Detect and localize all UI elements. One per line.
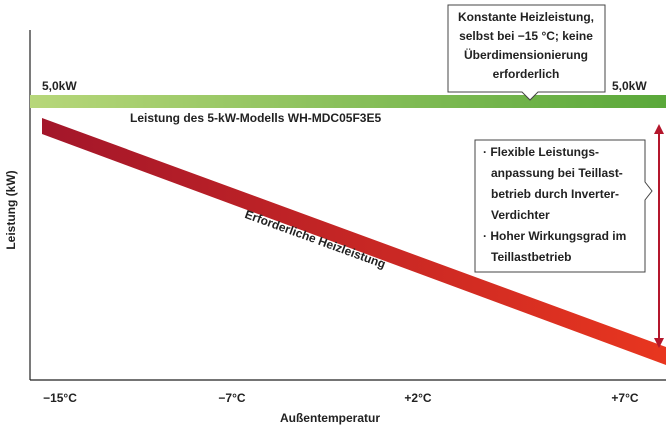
text-line: selbst bei −15 °C; keine <box>459 29 593 43</box>
bar-label: 5,0kW <box>42 79 77 93</box>
text-line: · Flexible Leistungs- <box>483 145 599 159</box>
bar-label: 5,0kW <box>612 79 647 93</box>
text-line: erforderlich <box>493 67 560 81</box>
capacity-bar <box>30 95 666 108</box>
y-axis-label: Leistung (kW) <box>4 170 18 249</box>
bar-caption: Leistung des 5-kW-Modells WH-MDC05F3E5 <box>130 111 381 125</box>
info-text: · Flexible Leistungs-anpassung bei Teill… <box>483 145 626 264</box>
x-axis-label: Außentemperatur <box>280 411 380 425</box>
callout-box <box>447 4 606 101</box>
arrow-head <box>654 338 664 348</box>
info-box <box>474 139 653 273</box>
callout-text: Konstante Heizleistung, selbst bei −15 °C… <box>458 10 594 81</box>
text-line: Verdichter <box>491 208 550 222</box>
text-line: Konstante Heizleistung, <box>458 10 594 24</box>
text-line: betrieb durch Inverter- <box>491 187 619 201</box>
text-line: · Hoher Wirkungsgrad im <box>483 229 626 243</box>
demand-band <box>42 118 666 365</box>
x-tick-label: +7°C <box>611 391 638 405</box>
arrow-head <box>654 124 664 134</box>
text-line: Teillastbetrieb <box>491 250 571 264</box>
x-tick-label: −15°C <box>43 391 77 405</box>
x-tick-label: −7°C <box>218 391 245 405</box>
x-tick-label: +2°C <box>404 391 431 405</box>
text-line: anpassung bei Teillast- <box>491 166 623 180</box>
text-line: Überdimensionierung <box>464 47 588 62</box>
